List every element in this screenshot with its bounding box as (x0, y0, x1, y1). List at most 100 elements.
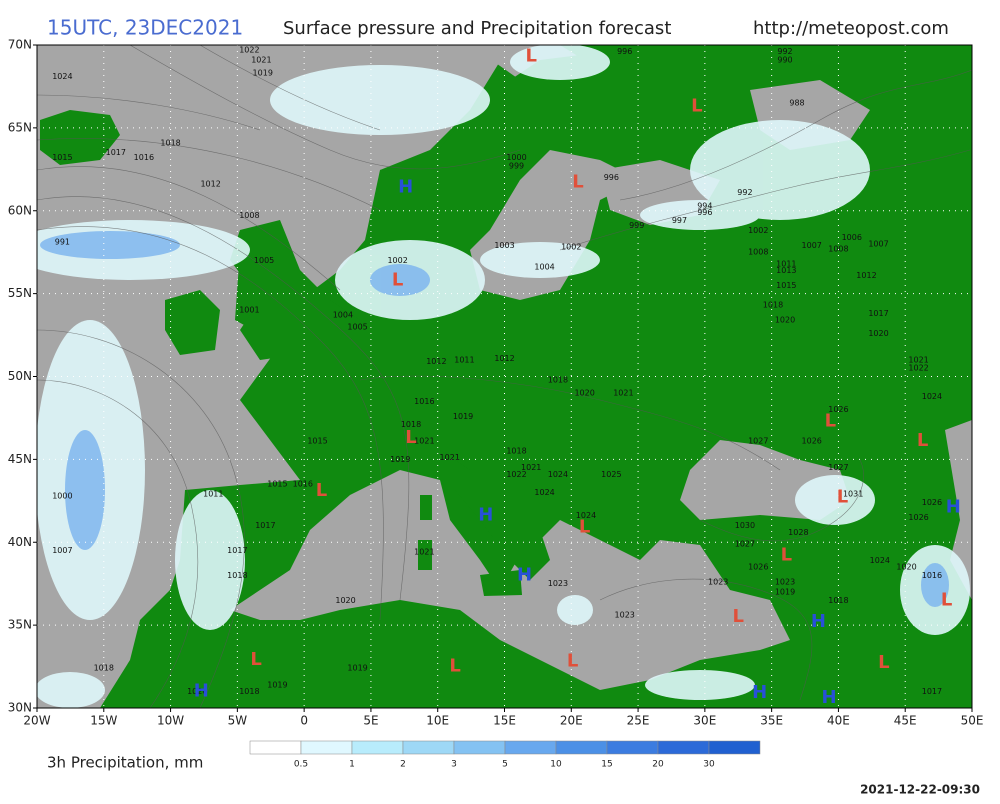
colorbar-level: 5 (502, 760, 508, 770)
isobar-label: 988 (789, 99, 804, 108)
isobar-label: 1024 (548, 470, 568, 479)
colorbar-swatch (402, 740, 455, 755)
pressure-system: H (517, 564, 532, 585)
isobar-label: 1011 (203, 490, 223, 499)
isobar-label: 1019 (347, 664, 367, 673)
isobar-label: 1027 (748, 437, 768, 446)
isobar-label: 1000 (506, 153, 526, 162)
isobar-label: 1005 (254, 256, 274, 265)
lon-tick-label: 5W (228, 714, 248, 728)
isobar-label: 1020 (335, 596, 355, 605)
lat-tick-label: 60N (8, 203, 32, 217)
isobar-label: 1023 (708, 578, 728, 587)
isobar-label: 996 (697, 208, 712, 217)
isobar-label: 1017 (868, 309, 888, 318)
isobar-label: 1004 (534, 263, 554, 272)
isobar-label: 991 (55, 238, 70, 247)
pressure-system: L (781, 545, 792, 566)
lon-tick-label: 15E (493, 714, 516, 728)
isobar-label: 1018 (401, 420, 421, 429)
isobar-label: 1020 (187, 687, 207, 696)
colorbar-level: 10 (550, 760, 562, 770)
isobar-label: 1024 (534, 488, 554, 497)
pressure-system: L (525, 46, 536, 67)
isobar-label: 1008 (239, 211, 259, 220)
isobar-label: 1018 (548, 375, 568, 384)
isobar-label: 1021 (440, 453, 460, 462)
isobar-label: 1018 (828, 596, 848, 605)
isobar-label: 1005 (347, 322, 367, 331)
isobar-label: 1021 (908, 355, 928, 364)
isobar-label: 1001 (239, 306, 259, 315)
isobar-label: 1021 (414, 548, 434, 557)
colorbar-level: 20 (652, 760, 664, 770)
isobar-label: 996 (617, 47, 632, 56)
isobar-label: 1021 (521, 463, 541, 472)
pressure-system: L (917, 430, 928, 451)
isobar-label: 1018 (506, 447, 526, 456)
isobar-label: 1012 (494, 354, 514, 363)
isobar-label: 1022 (506, 470, 526, 479)
pressure-system: L (572, 172, 583, 193)
isobar-label: 1018 (94, 664, 114, 673)
map: 1022102110191024101810171016101510121008… (8, 38, 984, 728)
pressure-system: L (878, 652, 889, 673)
pressure-system: L (316, 480, 327, 501)
isobar-label: 1017 (922, 687, 942, 696)
isobar-label: 1018 (227, 571, 247, 580)
isobar-label: 1011 (776, 259, 796, 268)
lat-tick-label: 50N (8, 369, 32, 383)
pressure-system: H (398, 177, 413, 198)
lat-tick-label: 65N (8, 120, 32, 134)
isobar-label: 997 (672, 216, 687, 225)
isobar-label: 1024 (870, 556, 890, 565)
isobar-label: 999 (629, 221, 644, 230)
axes: 30N 35N 40N 45N 50N 55N 60N 65N 70N 20W 15W 10W 5W 0 5… (8, 38, 984, 728)
pressure-system: L (449, 656, 460, 677)
isobar-label: 1020 (775, 316, 795, 325)
isobar-label: 1019 (267, 680, 287, 689)
isobar-label: 1008 (828, 244, 848, 253)
pressure-system: H (822, 687, 837, 708)
lat-tick-label: 35N (8, 618, 32, 632)
timestamp: 2021-12-22-09:30 (860, 783, 980, 797)
pressure-system: L (405, 427, 416, 448)
precipitation-heavy (40, 231, 949, 607)
isobar-label: 992 (777, 47, 792, 56)
isobar-label: 1018 (239, 687, 259, 696)
url: http://meteopost.com (753, 18, 949, 39)
pressure-system: L (941, 589, 952, 610)
isobar-label: 1026 (908, 513, 928, 522)
isobar-label: 1012 (426, 357, 446, 366)
lon-tick-label: 20W (23, 714, 50, 728)
isobar-label: 1021 (414, 437, 434, 446)
isobar-label: 1015 (52, 153, 72, 162)
isobar-label: 1030 (735, 521, 755, 530)
isobar-label: 1031 (843, 490, 863, 499)
isobar-label: 1016 (293, 480, 313, 489)
lat-tick-label: 40N (8, 535, 32, 549)
lon-tick-label: 15W (90, 714, 117, 728)
isobar-label: 1021 (251, 55, 271, 64)
isobar-label: 1026 (748, 563, 768, 572)
isobar-label: 1016 (414, 397, 434, 406)
isobar-label: 1017 (255, 521, 275, 530)
pressure-system: L (825, 410, 836, 431)
isobar-label: 996 (604, 173, 619, 182)
colorbar-swatch (351, 740, 404, 755)
isobar-label: 1024 (52, 72, 72, 81)
isobar-label: 1019 (775, 587, 795, 596)
pressure-system: H (811, 611, 826, 632)
pressure-system: H (194, 680, 209, 701)
isobar-label: 1021 (613, 389, 633, 398)
isobar-label: 1026 (922, 498, 942, 507)
title: Surface pressure and Precipitation forec… (283, 18, 671, 39)
isobar-label: 1026 (828, 405, 848, 414)
isobar-label: 1026 (802, 437, 822, 446)
lon-tick-label: 5E (363, 714, 378, 728)
lon-tick-label: 10E (426, 714, 449, 728)
isobar-label: 992 (737, 188, 752, 197)
isobar-label: 1024 (576, 511, 596, 520)
isobar-label: 1019 (453, 412, 473, 421)
